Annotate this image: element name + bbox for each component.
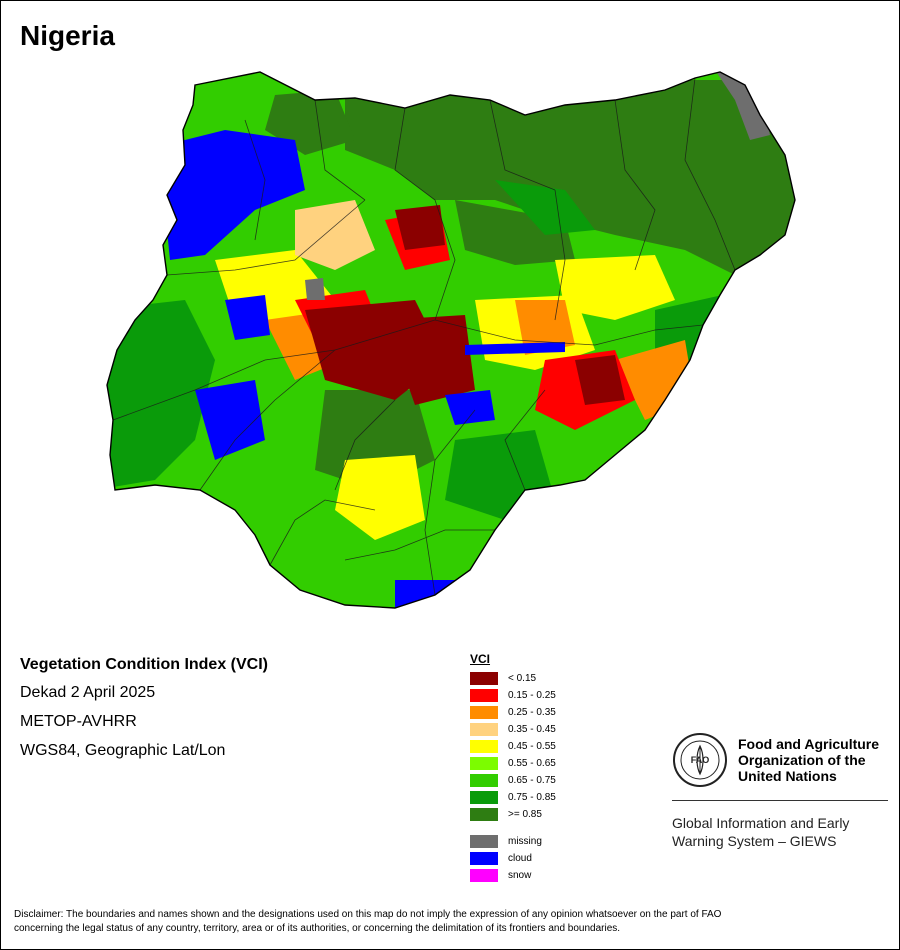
legend-item: 0.35 - 0.45: [470, 721, 556, 738]
legend-item: 0.75 - 0.85: [470, 789, 556, 806]
disclaimer-line: concerning the legal status of any count…: [14, 923, 621, 934]
sensor-text: METOP-AVHRR: [20, 713, 137, 730]
legend-label: < 0.15: [508, 673, 537, 684]
legend-item: 0.15 - 0.25: [470, 687, 556, 704]
legend-label: 0.15 - 0.25: [508, 690, 556, 701]
legend-label: snow: [508, 870, 532, 881]
legend-item-cloud: cloud: [470, 850, 556, 867]
legend-label: missing: [508, 836, 542, 847]
fao-logo-icon: FAO: [673, 733, 727, 787]
legend-swatch: [470, 835, 498, 848]
giews-line: Warning System – GIEWS: [672, 833, 837, 849]
legend-item: 0.55 - 0.65: [470, 755, 556, 772]
legend-swatch: [470, 774, 498, 787]
legend-swatch: [470, 808, 498, 821]
legend-item: < 0.15: [470, 670, 556, 687]
legend-label: 0.55 - 0.65: [508, 758, 556, 769]
vci-map-svg: [106, 71, 796, 609]
legend-swatch: [470, 757, 498, 770]
legend-label: >= 0.85: [508, 809, 542, 820]
legend-item: 0.25 - 0.35: [470, 704, 556, 721]
period-text: Dekad 2 April 2025: [20, 684, 156, 701]
vci-raster: [107, 72, 795, 608]
legend-label: cloud: [508, 853, 532, 864]
legend-title: VCI: [470, 652, 491, 666]
disclaimer-line: Disclaimer: The boundaries and names sho…: [14, 909, 722, 920]
vci-map: [95, 60, 805, 620]
legend-label: 0.35 - 0.45: [508, 724, 556, 735]
state-boundaries: [112, 77, 736, 596]
legend-swatch: [470, 706, 498, 719]
legend-swatch: [470, 672, 498, 685]
projection-text: WGS84, Geographic Lat/Lon: [20, 742, 226, 759]
map-info: Vegetation Condition Index (VCI) Dekad 2…: [20, 656, 268, 771]
legend-label: 0.65 - 0.75: [508, 775, 556, 786]
legend-swatch: [470, 791, 498, 804]
legend-item: 0.45 - 0.55: [470, 738, 556, 755]
map-title: Nigeria: [20, 20, 115, 51]
legend-item: >= 0.85: [470, 806, 556, 823]
fao-logo-text: FAO: [691, 755, 710, 765]
legend: VCI < 0.15 0.15 - 0.25 0.25 - 0.35 0.35 …: [470, 652, 556, 884]
org-name-line: Organization of the: [738, 752, 866, 768]
giews-line: Global Information and Early: [672, 815, 850, 831]
legend-label: 0.25 - 0.35: [508, 707, 556, 718]
legend-item-missing: missing: [470, 833, 556, 850]
legend-swatch: [470, 740, 498, 753]
org-name-line: Food and Agriculture: [738, 736, 880, 752]
disclaimer: Disclaimer: The boundaries and names sho…: [14, 908, 884, 936]
legend-swatch: [470, 869, 498, 882]
legend-label: 0.75 - 0.85: [508, 792, 556, 803]
legend-swatch: [470, 723, 498, 736]
index-title: Vegetation Condition Index (VCI): [20, 656, 268, 673]
org-name-line: United Nations: [738, 768, 837, 784]
organization-name: Food and Agriculture Organization of the…: [738, 736, 879, 784]
legend-item: 0.65 - 0.75: [470, 772, 556, 789]
legend-label: 0.45 - 0.55: [508, 741, 556, 752]
legend-swatch: [470, 689, 498, 702]
legend-swatch: [470, 852, 498, 865]
divider: [672, 800, 888, 801]
giews-name: Global Information and Early Warning Sys…: [672, 814, 849, 850]
legend-item-snow: snow: [470, 867, 556, 884]
